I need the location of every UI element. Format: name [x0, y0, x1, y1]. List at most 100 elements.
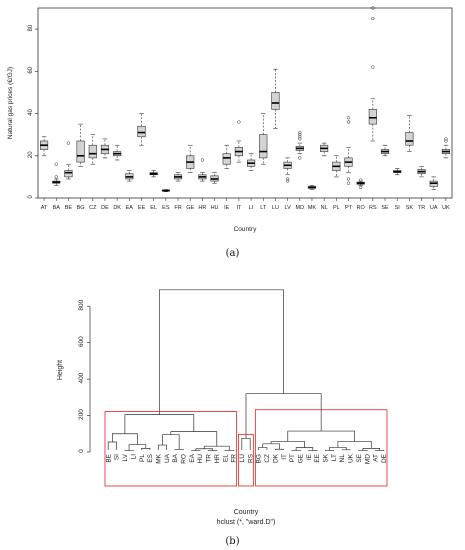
x-tick-label: UK [442, 205, 450, 211]
outlier-point [200, 158, 205, 162]
leaf-label-RO: RO [181, 454, 188, 464]
box-GE [186, 144, 195, 173]
box-AT [40, 136, 49, 157]
box-BA [52, 162, 61, 186]
box-CZ [88, 134, 97, 165]
outlier-point [285, 179, 290, 183]
box-SK [405, 115, 414, 152]
x-tick-label: IE [224, 205, 230, 211]
x-tick-label: MD [296, 205, 305, 211]
outlier-point [298, 156, 302, 160]
box-iqr [405, 132, 414, 146]
x-tick-label: LV [284, 205, 291, 211]
leaf-label-BG: BG [256, 454, 263, 463]
y-tick-label: 0 [78, 449, 85, 453]
dendrogram-link [174, 449, 184, 450]
outlier-point [298, 137, 302, 141]
y-tick-label: 800 [78, 299, 85, 310]
outlier-point [298, 133, 302, 137]
leaf-label-BE: BE [105, 453, 112, 462]
box-IE [222, 144, 231, 169]
box-EL [149, 170, 158, 178]
dendrogram-link [107, 441, 117, 450]
leaf-label-LT: LT [331, 454, 338, 461]
x-tick-label: SE [381, 205, 389, 211]
dendrogram-link [124, 414, 195, 434]
outlier-point [359, 185, 363, 190]
leaf-label-MD: MD [364, 454, 371, 464]
outlier-point [371, 6, 375, 10]
x-tick-label: EA [126, 205, 134, 211]
x-axis-label: Country [234, 509, 259, 516]
box-HR [198, 158, 207, 182]
x-tick-label: PL [333, 205, 340, 211]
dendrogram-link [170, 431, 218, 447]
dendrogram-link [158, 289, 284, 415]
outlier-point [54, 162, 58, 166]
x-tick-label: RS [369, 205, 377, 211]
box-iqr [137, 125, 146, 138]
x-tick-label: LU [272, 205, 279, 211]
x-tick-label: BA [53, 205, 61, 211]
leaf-label-GE: GE [297, 453, 304, 463]
dendrogram-link [157, 444, 167, 450]
box-RS [368, 6, 377, 142]
outlier-point [237, 120, 241, 124]
plot-frame [37, 7, 453, 199]
dendrogram-link [274, 448, 284, 450]
panel-label-a: (a) [225, 248, 240, 259]
x-tick-label: LI [249, 205, 254, 211]
x-tick-label: TR [418, 205, 425, 211]
outlier-point [346, 120, 351, 124]
y-tick-label: 600 [78, 336, 85, 347]
box-NL [320, 142, 329, 157]
box-LU [271, 68, 280, 129]
box-iqr [259, 134, 268, 159]
leaf-label-HU: HU [197, 454, 204, 464]
x-tick-label: IT [236, 205, 242, 211]
x-tick-label: FR [174, 205, 181, 211]
dendrogram-link [262, 443, 280, 450]
box-BG [76, 123, 85, 167]
box-PT [344, 116, 353, 185]
dendrogram-link [287, 430, 355, 442]
outlier-point [346, 116, 351, 120]
leaf-label-UA: UA [164, 453, 171, 463]
box-SE [380, 144, 390, 157]
box-SI [393, 168, 402, 176]
box-TR [417, 166, 426, 178]
x-tick-label: BE [65, 205, 73, 211]
leaf-label-SE: SE [356, 453, 363, 462]
box-iqr [368, 109, 377, 125]
box-FR [173, 172, 183, 182]
dendrogram-link [270, 441, 305, 448]
box-iqr [64, 170, 73, 178]
outlier-point [444, 137, 448, 141]
box-LT [259, 113, 268, 165]
y-tick-label: 80 [28, 24, 34, 31]
leaf-label-ES: ES [147, 453, 154, 462]
leaf-label-EE: EE [314, 453, 321, 462]
box-iqr [222, 153, 231, 165]
hclust-caption: hclust (*, "ward.D") [217, 519, 276, 526]
leaf-label-BA: BA [172, 453, 179, 462]
x-tick-label: HR [198, 205, 206, 211]
leaf-label-DK: DK [272, 453, 279, 463]
cluster-box-1 [104, 411, 238, 487]
dendrogram-link [162, 434, 180, 450]
x-tick-label: EL [150, 205, 157, 211]
y-tick-label: 400 [78, 372, 85, 383]
leaf-label-CZ: CZ [264, 454, 271, 463]
box-DE [100, 138, 110, 159]
dendrogram-link [295, 447, 314, 451]
x-tick-label: PT [345, 205, 353, 211]
box-LI [247, 153, 256, 171]
box-MD [295, 130, 304, 160]
leaf-label-NL: NL [339, 454, 346, 463]
leaf-label-MK: MK [155, 453, 162, 463]
box-DK [113, 144, 122, 161]
dendrogram-link [112, 433, 138, 445]
box-MK [307, 185, 317, 190]
